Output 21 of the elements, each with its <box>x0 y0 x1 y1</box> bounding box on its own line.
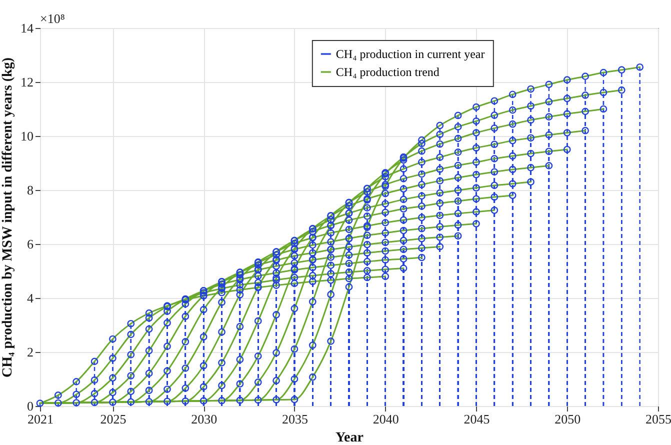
x-tick-label: 2045 <box>464 412 490 426</box>
x-tick-label: 2025 <box>100 412 126 426</box>
text: ×10⁸ <box>40 11 66 26</box>
x-tick-label: 2050 <box>554 412 581 426</box>
x-tick-label: 2021 <box>28 412 54 426</box>
y-axis-title: CH₄ production by MSW input in different years (kg) <box>0 57 16 378</box>
x-axis-title: Year <box>336 430 364 445</box>
y-tick-label: 6 <box>27 236 34 252</box>
y-tick-label: 2 <box>27 344 34 360</box>
y-tick-label: 0 <box>27 398 34 414</box>
x-tick-label: 2030 <box>191 412 218 426</box>
legend-label: CH₄ production in current year <box>336 47 485 61</box>
y-tick-label: 8 <box>27 182 34 198</box>
legend-label: CH₄ production trend <box>336 65 440 79</box>
x-tick-label: 2035 <box>282 412 308 426</box>
y-tick-label: 4 <box>27 290 34 306</box>
x-tick-label: 2055 <box>646 412 671 426</box>
y-tick-label: 12 <box>20 74 34 90</box>
x-tick-label: 2040 <box>372 412 399 426</box>
y-tick-label: 14 <box>20 20 34 36</box>
y-tick-label: 10 <box>20 128 34 144</box>
